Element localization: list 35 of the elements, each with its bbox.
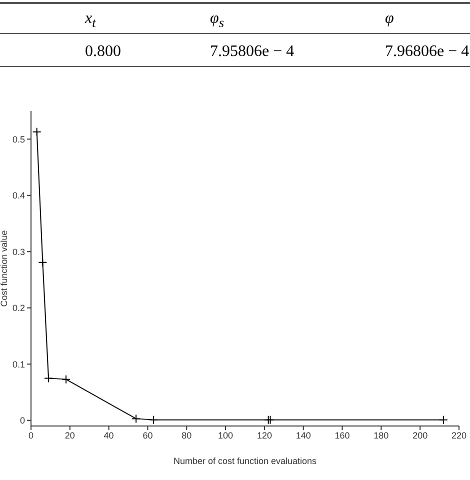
y-tick-label: 0.4: [12, 190, 25, 201]
x-tick-label: 160: [334, 430, 350, 440]
text: x$_{t}$: [85, 10, 96, 32]
x-tick-label: 60: [142, 430, 153, 440]
point: [62, 374, 71, 384]
x-tick-label: 120: [256, 430, 272, 440]
x-tick-label: 200: [412, 430, 428, 440]
point: [264, 415, 273, 424]
x-tick-label: 80: [182, 430, 192, 440]
x-tick-label: 0: [28, 430, 34, 440]
point: [38, 258, 48, 267]
x-tick-label: 40: [104, 430, 114, 440]
text: 7.95806e − 4: [210, 43, 294, 61]
text: φ: [385, 10, 394, 28]
point: [438, 415, 448, 424]
y-axis-title: Cost function value: [0, 230, 10, 307]
y-tick-label: 0.5: [12, 134, 25, 144]
point: [149, 415, 158, 424]
point: [44, 374, 54, 383]
point: [266, 415, 275, 424]
x-axis-title: Number of cost function evaluations: [173, 456, 318, 466]
x-tick-label: 140: [296, 430, 311, 440]
y-tick-label: 0: [20, 416, 25, 426]
x-tick-label: 180: [374, 430, 389, 440]
text: 0.800: [85, 43, 121, 61]
text: 7.96806e − 4: [385, 43, 470, 61]
y-tick-label: 0.3: [12, 246, 25, 257]
y-tick-label: 0.1: [12, 359, 25, 370]
point: [32, 127, 42, 136]
point: [132, 414, 141, 424]
text: φ$_{s}$: [210, 10, 224, 32]
x-tick-label: 220: [451, 430, 467, 440]
x-tick-label: 100: [218, 430, 234, 440]
y-tick-label: 0.2: [12, 303, 25, 314]
x-tick-label: 20: [64, 430, 75, 440]
